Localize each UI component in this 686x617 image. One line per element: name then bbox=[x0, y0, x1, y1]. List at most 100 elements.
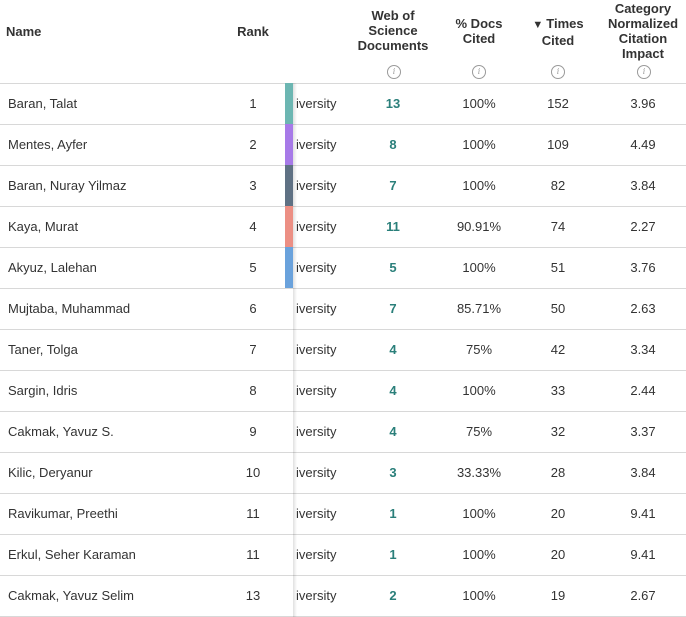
times-cited-value: 50 bbox=[550, 301, 566, 316]
sort-descending-icon: ▼ bbox=[532, 19, 544, 31]
column-header-docs-cited[interactable]: % Docs Cited bbox=[440, 16, 518, 46]
researcher-name[interactable]: Kilic, Deryanur bbox=[8, 465, 93, 480]
researcher-name[interactable]: Baran, Nuray Yilmaz bbox=[8, 178, 127, 193]
researcher-name[interactable]: Erkul, Seher Karaman bbox=[8, 547, 136, 562]
affiliation-value: iversity bbox=[296, 219, 337, 234]
series-color-swatch bbox=[285, 370, 293, 411]
times-cited-value: 109 bbox=[547, 137, 569, 152]
series-color-swatch bbox=[285, 493, 293, 534]
affiliation-value: iversity bbox=[296, 383, 337, 398]
table-row[interactable]: Baran, Nuray Yilmaz 3 iversity 7 100% 82 3.84 bbox=[0, 165, 686, 207]
series-color-swatch bbox=[285, 329, 293, 370]
series-color-swatch bbox=[285, 124, 293, 165]
series-color-swatch bbox=[285, 575, 293, 616]
affiliation-value: iversity bbox=[296, 465, 337, 480]
rank-value: 13 bbox=[245, 588, 261, 603]
cnci-value: 2.67 bbox=[630, 588, 656, 603]
info-icon[interactable]: i bbox=[637, 65, 651, 79]
series-color-swatch bbox=[285, 534, 293, 575]
table-row[interactable]: Baran, Talat 1 iversity 13 100% 152 3.96 bbox=[0, 83, 686, 125]
info-icon[interactable]: i bbox=[551, 65, 565, 79]
cnci-value: 2.44 bbox=[630, 383, 656, 398]
docs-cited-value: 100% bbox=[462, 96, 496, 111]
column-header-cnci-label: Category Normalized Citation Impact bbox=[607, 1, 679, 61]
rank-value: 11 bbox=[246, 547, 260, 562]
table-row[interactable]: Akyuz, Lalehan 5 iversity 5 100% 51 3.76 bbox=[0, 247, 686, 289]
researcher-name[interactable]: Baran, Talat bbox=[8, 96, 78, 111]
docs-cited-value: 75% bbox=[465, 424, 493, 439]
rank-value: 1 bbox=[249, 96, 257, 111]
table-header: Name Rank Web of Science Documents % Doc… bbox=[0, 0, 686, 84]
docs-cited-value: 100% bbox=[462, 383, 496, 398]
docs-cited-value: 100% bbox=[462, 137, 496, 152]
researcher-name[interactable]: Taner, Tolga bbox=[8, 342, 78, 357]
column-header-wos-documents[interactable]: Web of Science Documents bbox=[350, 8, 436, 53]
affiliation-value: iversity bbox=[296, 178, 337, 193]
series-color-swatch bbox=[285, 288, 293, 329]
wos-documents-link[interactable]: 4 bbox=[389, 383, 397, 398]
table-row[interactable]: Cakmak, Yavuz S. 9 iversity 4 75% 32 3.37 bbox=[0, 411, 686, 453]
cnci-value: 4.49 bbox=[630, 137, 656, 152]
table-row[interactable]: Kaya, Murat 4 iversity 11 90.91% 74 2.27 bbox=[0, 206, 686, 248]
docs-cited-value: 100% bbox=[462, 588, 496, 603]
wos-documents-link[interactable]: 8 bbox=[389, 137, 397, 152]
affiliation-value: iversity bbox=[296, 506, 337, 521]
researcher-name[interactable]: Cakmak, Yavuz S. bbox=[8, 424, 114, 439]
wos-documents-link[interactable]: 7 bbox=[389, 178, 397, 193]
wos-documents-link[interactable]: 3 bbox=[389, 465, 397, 480]
table-row[interactable]: Ravikumar, Preethi 11 iversity 1 100% 20 9.41 bbox=[0, 493, 686, 535]
wos-documents-link[interactable]: 7 bbox=[389, 301, 397, 316]
docs-cited-value: 85.71% bbox=[456, 301, 502, 316]
table-row[interactable]: Sargin, Idris 8 iversity 4 100% 33 2.44 bbox=[0, 370, 686, 412]
info-icon[interactable]: i bbox=[472, 65, 486, 79]
wos-documents-link[interactable]: 13 bbox=[385, 96, 401, 111]
column-header-times-cited[interactable]: ▼ Times Cited bbox=[520, 16, 596, 48]
wos-documents-link[interactable]: 1 bbox=[389, 547, 397, 562]
researcher-name[interactable]: Ravikumar, Preethi bbox=[8, 506, 118, 521]
affiliation-value: iversity bbox=[296, 547, 337, 562]
table-row[interactable]: Taner, Tolga 7 iversity 4 75% 42 3.34 bbox=[0, 329, 686, 371]
wos-documents-link[interactable]: 5 bbox=[389, 260, 397, 275]
affiliation-value: iversity bbox=[296, 588, 337, 603]
series-color-swatch bbox=[285, 452, 293, 493]
table-row[interactable]: Mentes, Ayfer 2 iversity 8 100% 109 4.49 bbox=[0, 124, 686, 166]
rank-value: 6 bbox=[249, 301, 257, 316]
researcher-name[interactable]: Kaya, Murat bbox=[8, 219, 79, 234]
table-row[interactable]: Mujtaba, Muhammad 6 iversity 7 85.71% 50 2.63 bbox=[0, 288, 686, 330]
times-cited-value: 33 bbox=[550, 383, 566, 398]
times-cited-value: 152 bbox=[547, 96, 569, 111]
researcher-name[interactable]: Sargin, Idris bbox=[8, 383, 78, 398]
affiliation-value: iversity bbox=[296, 424, 337, 439]
researcher-name[interactable]: Cakmak, Yavuz Selim bbox=[8, 588, 134, 603]
researcher-name[interactable]: Mujtaba, Muhammad bbox=[8, 301, 131, 316]
docs-cited-value: 100% bbox=[462, 547, 496, 562]
wos-documents-link[interactable]: 4 bbox=[389, 424, 397, 439]
info-icon[interactable]: i bbox=[387, 65, 401, 79]
researcher-name[interactable]: Mentes, Ayfer bbox=[8, 137, 88, 152]
column-header-cnci[interactable]: Category Normalized Citation Impact bbox=[600, 1, 686, 61]
affiliation-value: iversity bbox=[296, 260, 337, 275]
wos-documents-link[interactable]: 2 bbox=[389, 588, 397, 603]
column-header-docs-label: % Docs Cited bbox=[455, 16, 503, 46]
affiliation-value: iversity bbox=[296, 342, 337, 357]
wos-documents-link[interactable]: 1 bbox=[389, 506, 397, 521]
table-row[interactable]: Kilic, Deryanur 10 iversity 3 33.33% 28 3.84 bbox=[0, 452, 686, 494]
table-row[interactable]: Erkul, Seher Karaman 11 iversity 1 100% 20 9.4… bbox=[0, 534, 686, 576]
times-cited-value: 20 bbox=[550, 547, 566, 562]
docs-cited-value: 75% bbox=[465, 342, 493, 357]
times-cited-value: 19 bbox=[550, 588, 566, 603]
docs-cited-value: 100% bbox=[462, 260, 496, 275]
researcher-name[interactable]: Akyuz, Lalehan bbox=[8, 260, 97, 275]
wos-documents-link[interactable]: 4 bbox=[389, 342, 397, 357]
series-color-swatch bbox=[285, 83, 293, 124]
column-header-rank[interactable]: Rank bbox=[237, 24, 269, 39]
column-header-name[interactable]: Name bbox=[6, 24, 42, 39]
rank-value: 3 bbox=[249, 178, 257, 193]
docs-cited-value: 100% bbox=[462, 178, 496, 193]
wos-documents-link[interactable]: 11 bbox=[386, 219, 400, 234]
series-color-swatch bbox=[285, 206, 293, 247]
cnci-value: 3.76 bbox=[630, 260, 656, 275]
times-cited-value: 32 bbox=[550, 424, 566, 439]
table-row[interactable]: Cakmak, Yavuz Selim 13 iversity 2 100% 19 2.67 bbox=[0, 575, 686, 617]
